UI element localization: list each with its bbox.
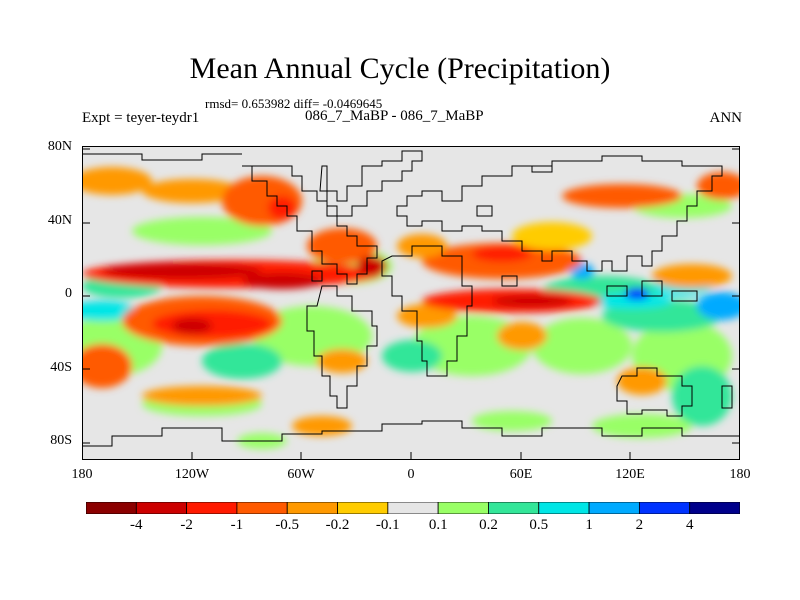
colorbar-swatch bbox=[387, 502, 439, 514]
axis-ticks bbox=[82, 148, 740, 460]
lon-tick-0: 0 bbox=[407, 467, 415, 482]
lon-tick-180w: 180 bbox=[71, 467, 93, 482]
colorbar-label: 2 bbox=[635, 517, 644, 533]
lat-tick-80s: 80S bbox=[50, 433, 72, 448]
season-label: ANN bbox=[709, 110, 743, 126]
colorbar-swatch bbox=[538, 502, 590, 514]
colorbar-label: 0.2 bbox=[479, 517, 498, 533]
colorbar-swatch bbox=[135, 502, 188, 514]
colorbar-label: 0.5 bbox=[529, 517, 549, 533]
precipitation-map bbox=[82, 146, 740, 460]
lat-tick-80n: 80N bbox=[47, 139, 72, 154]
colorbar-label: -0.5 bbox=[275, 517, 300, 533]
colorbar-label: 0.1 bbox=[428, 517, 448, 533]
lon-tick-60e: 60E bbox=[509, 467, 533, 482]
colorbar-label: -2 bbox=[180, 517, 193, 533]
lon-tick-120w: 120W bbox=[174, 467, 210, 482]
colorbar bbox=[86, 502, 740, 514]
coastlines bbox=[82, 150, 740, 447]
colorbar-swatch bbox=[236, 502, 288, 514]
colorbar-label: -1 bbox=[230, 517, 244, 533]
lon-tick-60w: 60W bbox=[287, 467, 315, 482]
colorbar-swatch bbox=[638, 502, 691, 514]
colorbar-label: 1 bbox=[585, 517, 593, 533]
lat-tick-40n: 40N bbox=[47, 213, 72, 228]
case-label: 086_7_MaBP - 086_7_MaBP bbox=[305, 108, 484, 124]
colorbar-swatch bbox=[437, 502, 489, 514]
colorbar-swatch bbox=[86, 502, 137, 514]
colorbar-swatch bbox=[186, 502, 238, 514]
colorbar-swatch bbox=[588, 502, 640, 514]
colorbar-label: -0.2 bbox=[325, 517, 350, 533]
stats-line: rmsd= 0.653982 diff= -0.0469645 bbox=[205, 96, 383, 111]
colorbar-swatch bbox=[286, 502, 338, 514]
colorbar-label: -4 bbox=[130, 517, 143, 533]
plot-title: Mean Annual Cycle (Precipitation) bbox=[189, 52, 611, 85]
colorbar-label: 4 bbox=[685, 517, 694, 533]
lat-tick-0: 0 bbox=[65, 286, 72, 301]
lon-tick-180e: 180 bbox=[729, 467, 751, 482]
experiment-label: Expt = teyer-teydr1 bbox=[82, 110, 200, 126]
lon-tick-120e: 120E bbox=[615, 467, 645, 482]
precipitation-field bbox=[82, 167, 740, 449]
colorbar-swatch bbox=[488, 502, 540, 514]
colorbar-swatch bbox=[689, 502, 740, 514]
lat-tick-40s: 40S bbox=[50, 360, 72, 375]
colorbar-label: -0.1 bbox=[375, 517, 400, 533]
colorbar-swatch bbox=[337, 502, 389, 514]
